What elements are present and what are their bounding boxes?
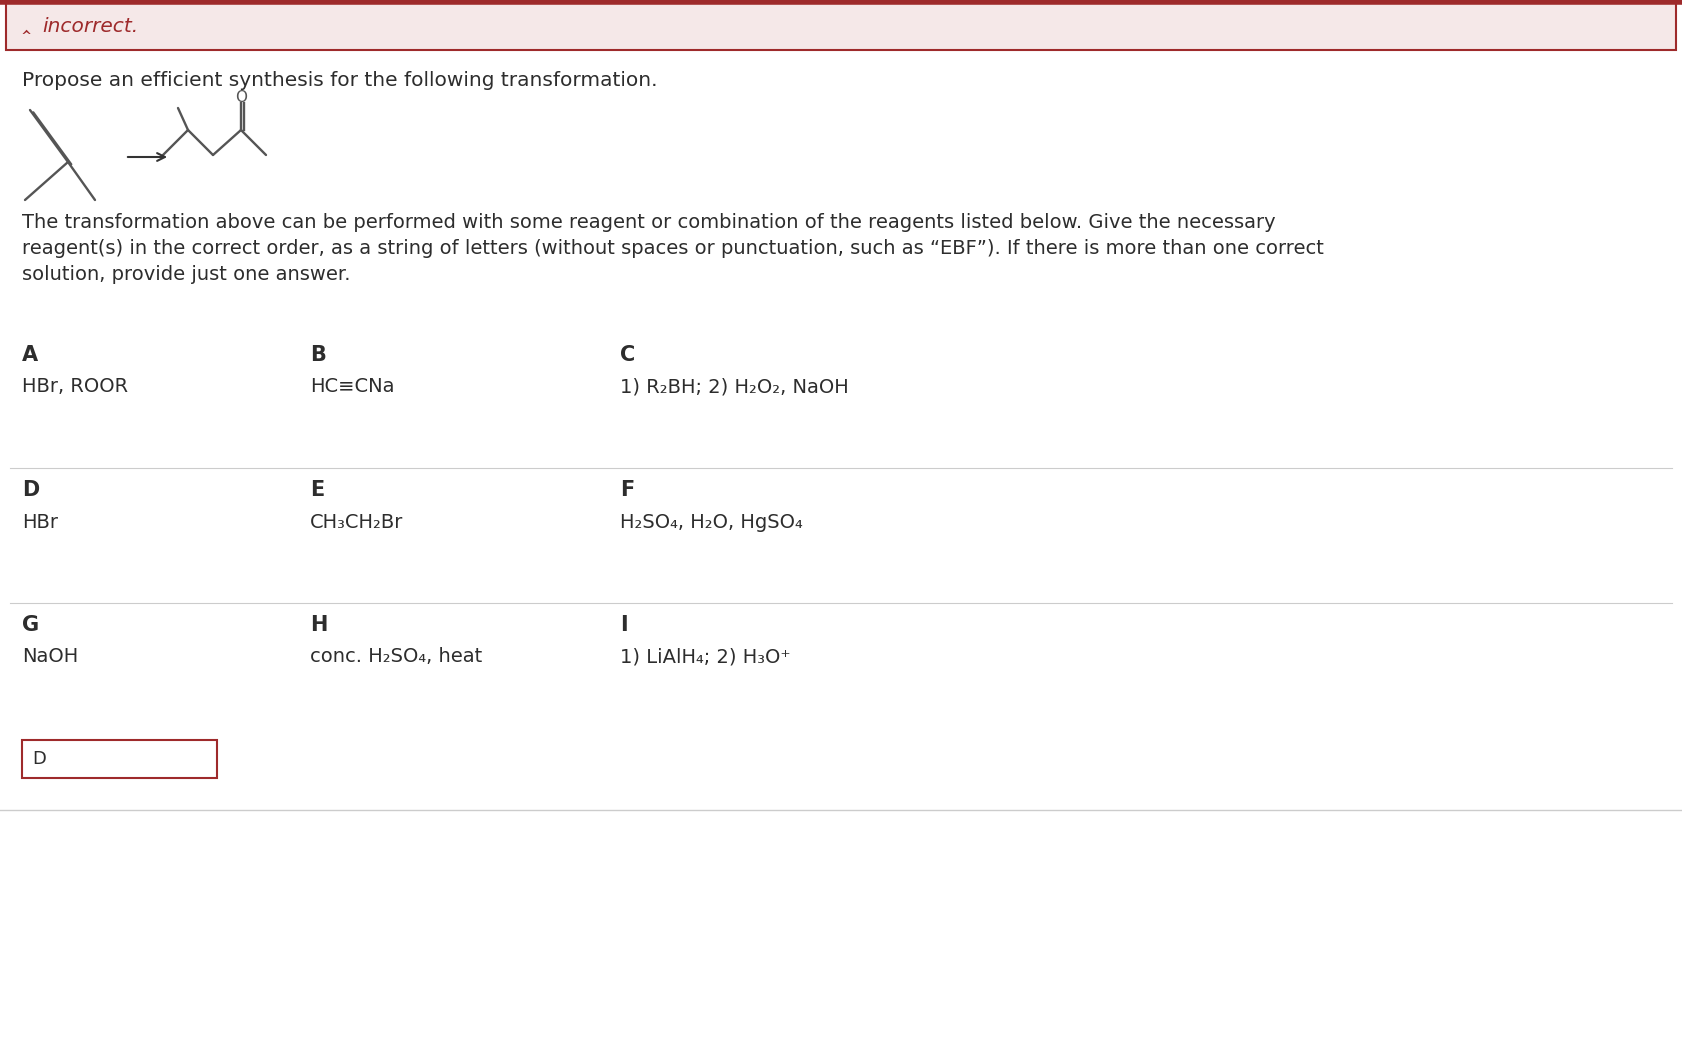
FancyBboxPatch shape — [22, 740, 217, 778]
Text: C: C — [621, 345, 636, 365]
Text: D: D — [22, 480, 39, 500]
Text: The transformation above can be performed with some reagent or combination of th: The transformation above can be performe… — [22, 213, 1275, 231]
Text: H₂SO₄, H₂O, HgSO₄: H₂SO₄, H₂O, HgSO₄ — [621, 513, 802, 531]
Text: HC≡CNa: HC≡CNa — [309, 377, 395, 397]
Text: B: B — [309, 345, 326, 365]
Text: H: H — [309, 615, 328, 635]
Text: reagent(s) in the correct order, as a string of letters (without spaces or punct: reagent(s) in the correct order, as a st… — [22, 239, 1324, 257]
Text: E: E — [309, 480, 325, 500]
Text: I: I — [621, 615, 627, 635]
Text: ‸: ‸ — [20, 19, 32, 33]
Text: HBr, ROOR: HBr, ROOR — [22, 377, 128, 397]
Text: 1) R₂BH; 2) H₂O₂, NaOH: 1) R₂BH; 2) H₂O₂, NaOH — [621, 377, 849, 397]
Text: Propose an efficient synthesis for the following transformation.: Propose an efficient synthesis for the f… — [22, 71, 658, 90]
Text: F: F — [621, 480, 634, 500]
Text: NaOH: NaOH — [22, 647, 79, 667]
FancyBboxPatch shape — [7, 2, 1675, 50]
Text: D: D — [32, 750, 45, 768]
Text: O: O — [235, 90, 247, 104]
Text: 1) LiAlH₄; 2) H₃O⁺: 1) LiAlH₄; 2) H₃O⁺ — [621, 647, 791, 667]
Text: conc. H₂SO₄, heat: conc. H₂SO₄, heat — [309, 647, 483, 667]
Text: HBr: HBr — [22, 513, 57, 531]
Text: incorrect.: incorrect. — [42, 17, 138, 35]
Text: CH₃CH₂Br: CH₃CH₂Br — [309, 513, 404, 531]
Text: solution, provide just one answer.: solution, provide just one answer. — [22, 265, 350, 283]
Text: A: A — [22, 345, 39, 365]
Text: G: G — [22, 615, 39, 635]
